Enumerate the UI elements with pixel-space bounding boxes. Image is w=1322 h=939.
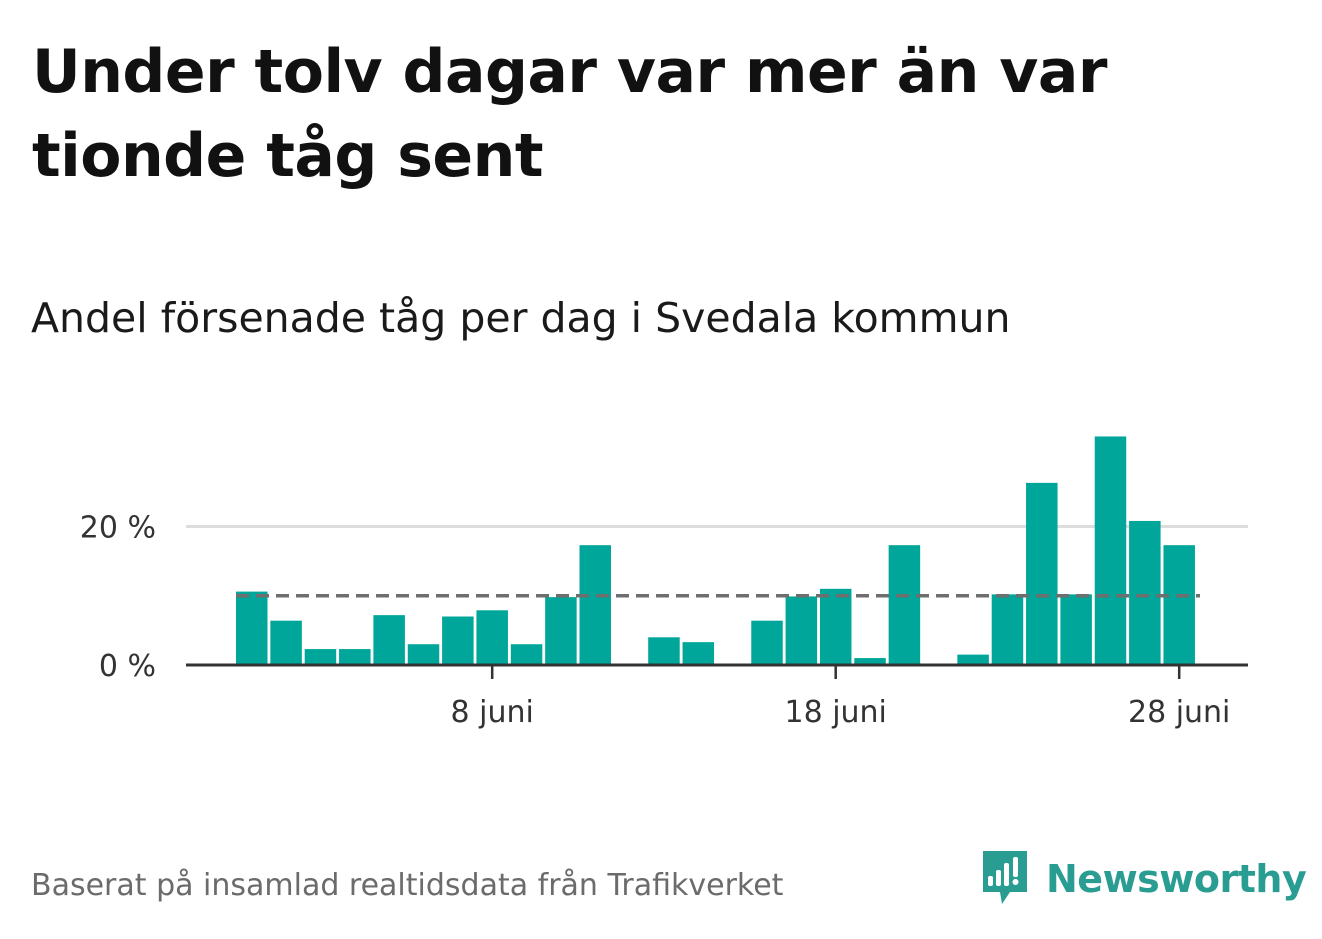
bar [476,610,508,665]
x-tick-label: 8 juni [451,695,534,730]
bar [510,644,543,665]
bar [991,594,1024,665]
x-axis [186,663,1248,679]
bar [888,545,921,665]
source-caption: Baserat på insamlad realtidsdata från Tr… [31,868,784,903]
bar [407,644,440,665]
newsworthy-logo[interactable]: Newsworthy [980,848,1307,910]
bar [751,620,783,665]
chart-subtitle: Andel försenade tåg per dag i Svedala ko… [31,294,1011,342]
bar [270,620,302,665]
bar [236,591,268,665]
bars [236,436,1195,665]
bar [682,642,715,665]
bar [442,616,474,665]
x-tick-label: 28 juni [1128,695,1230,730]
bar [339,649,371,665]
bar [1026,482,1058,665]
newsworthy-logo-icon [983,851,1027,904]
bar [854,658,886,665]
bar [1163,545,1195,665]
bar [957,654,989,665]
y-tick-label: 0 % [99,649,156,684]
bar [545,597,577,665]
bar [1129,520,1161,665]
bar [785,596,818,665]
bar [819,588,852,665]
bar [579,545,611,665]
bar [373,615,405,665]
tick-labels: 0 % 20 % 8 juni 18 juni 28 juni [80,510,1231,730]
chart-title: Under tolv dagar var mer än var tionde t… [32,37,1107,191]
brand-name: Newsworthy [1046,857,1307,901]
y-tick-label: 20 % [80,510,156,545]
bar [1060,594,1092,665]
x-tick-label: 18 juni [784,695,886,730]
bar [1094,436,1127,665]
bar [304,649,337,665]
bar [648,637,680,665]
